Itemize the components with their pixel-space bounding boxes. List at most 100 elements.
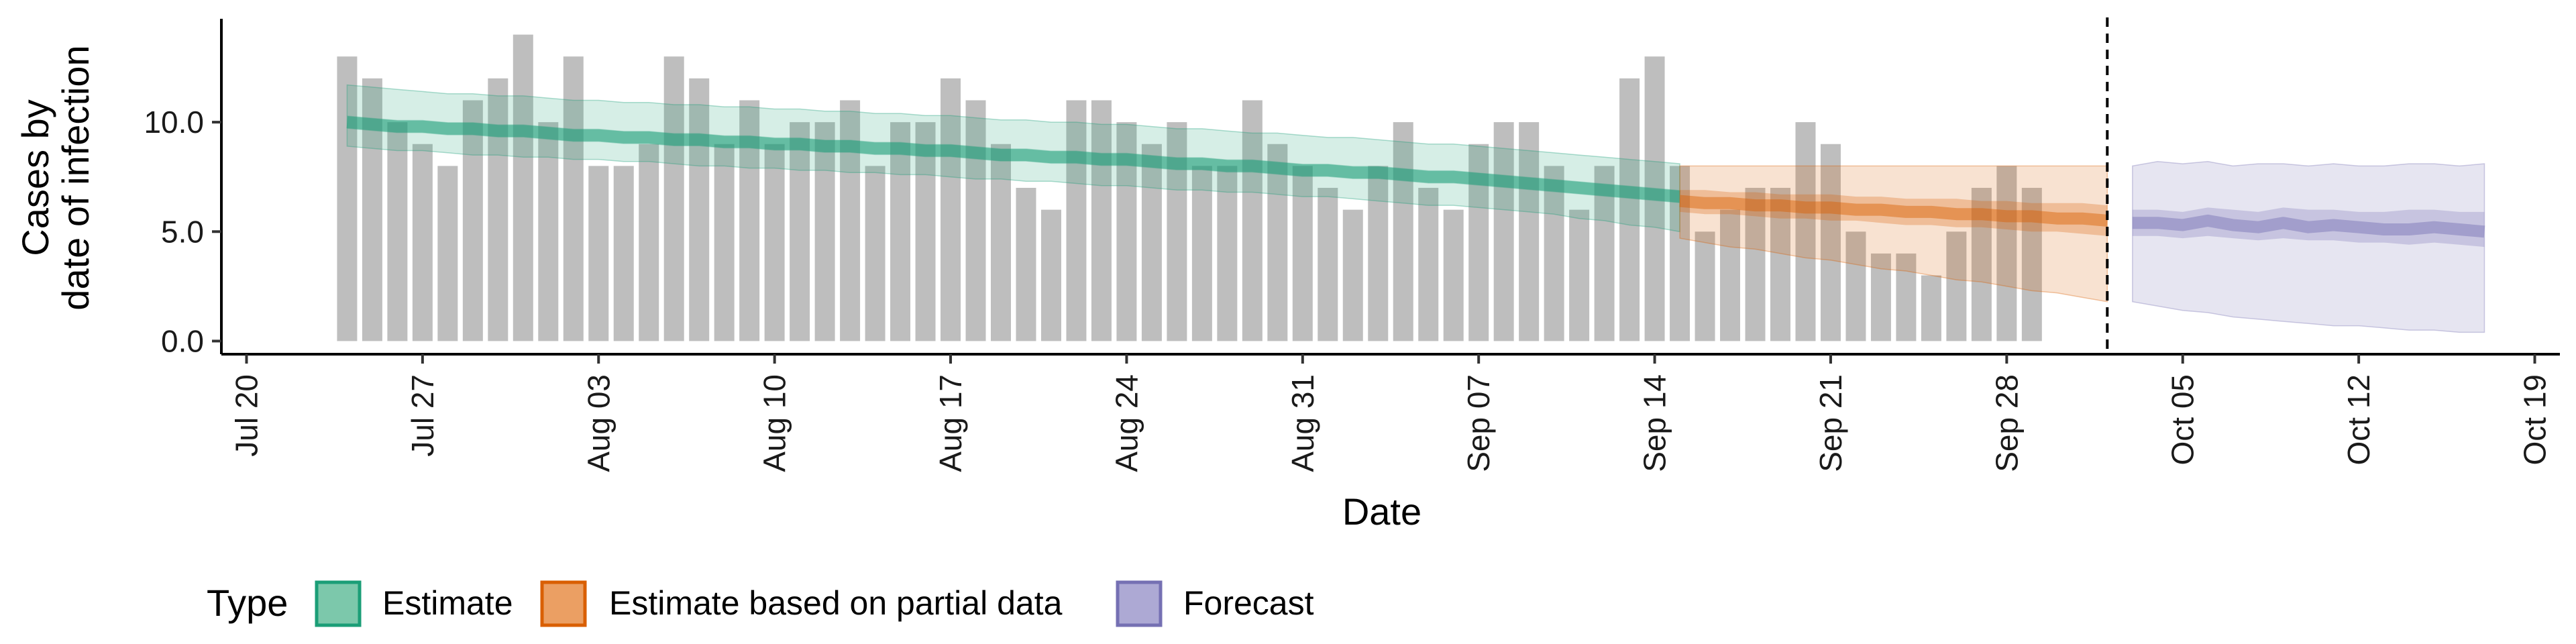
case-bar	[639, 144, 659, 341]
case-bar	[1745, 188, 1766, 341]
case-bar	[739, 100, 760, 341]
case-bar	[387, 122, 408, 341]
case-bar	[538, 122, 559, 341]
case-bar	[337, 56, 358, 341]
case-bar	[1468, 144, 1489, 341]
case-bar	[1845, 231, 1866, 341]
case-bar	[1644, 56, 1665, 341]
case-bar	[965, 100, 986, 341]
case-bar	[1594, 166, 1615, 341]
x-tick-label: Sep 14	[1638, 374, 1672, 472]
case-bar	[1870, 253, 1891, 341]
x-tick-label: Aug 10	[757, 374, 792, 472]
x-axis-ticks: Jul 20 Jul 27 Aug 03 Aug 10 Aug 17 Aug 24 Aug …	[229, 354, 2553, 472]
ribbon-forecast-90	[2132, 161, 2485, 333]
legend: Type Estimate Estimate based on partial …	[207, 580, 1314, 627]
case-bar	[362, 78, 382, 341]
case-bar	[790, 122, 810, 341]
case-bar	[1368, 166, 1389, 341]
case-bar	[1342, 209, 1363, 341]
ribbon-partial-90	[1679, 165, 2108, 303]
legend-key-partial	[540, 580, 587, 627]
x-tick-label: Aug 03	[581, 374, 616, 472]
case-bar	[1695, 231, 1715, 341]
case-bar	[814, 122, 835, 341]
case-bar	[1619, 78, 1640, 341]
x-tick-label: Jul 20	[229, 374, 264, 457]
case-bar	[1016, 188, 1036, 341]
case-bar	[1242, 100, 1263, 341]
x-tick-label: Jul 27	[405, 374, 440, 457]
case-bar	[613, 166, 634, 341]
case-bar	[1191, 166, 1212, 341]
case-bar	[689, 78, 710, 341]
ribbon-estimate-median	[346, 116, 1680, 203]
case-bar	[663, 56, 684, 341]
ribbon-forecast-median	[2132, 214, 2485, 238]
case-bar	[1720, 209, 1741, 341]
case-bar	[488, 78, 508, 341]
case-bar	[840, 100, 861, 341]
ribbon-estimate-90	[346, 84, 1680, 233]
y-axis-title-line-2: date of infection	[54, 45, 97, 310]
case-bar	[1217, 166, 1238, 341]
case-bar	[1493, 122, 1514, 341]
ribbon-estimate-50	[347, 115, 1680, 203]
legend-label-estimate: Estimate	[382, 584, 513, 622]
x-tick-label: Sep 28	[1989, 374, 2024, 472]
case-bar	[915, 122, 936, 341]
y-axis-title-line-1: Cases by	[14, 99, 56, 256]
y-tick-label: 5.0	[161, 214, 204, 249]
case-bar	[1946, 231, 1967, 341]
case-bar	[412, 144, 433, 341]
case-bar	[1141, 144, 1162, 341]
case-bar	[1569, 209, 1590, 341]
x-tick-label: Sep 07	[1461, 374, 1496, 472]
case-bar	[2021, 188, 2042, 341]
case-bar	[1267, 144, 1288, 341]
estimate-ribbons	[346, 84, 2485, 333]
axes	[220, 19, 2560, 356]
case-bar	[1519, 122, 1540, 341]
case-bar	[563, 56, 584, 341]
case-bar	[437, 166, 458, 341]
x-tick-label: Oct 19	[2518, 374, 2553, 466]
case-bar	[764, 144, 785, 341]
legend-key-estimate	[315, 580, 362, 627]
legend-key-forecast	[1116, 580, 1163, 627]
case-bar	[1292, 166, 1313, 341]
x-tick-label: Sep 21	[1813, 374, 1848, 472]
case-bar	[1116, 122, 1137, 341]
legend-label-forecast: Forecast	[1183, 584, 1314, 622]
case-bar	[1066, 100, 1087, 341]
case-bar	[890, 122, 911, 341]
case-bar	[1544, 166, 1564, 341]
case-bar	[1996, 166, 2017, 341]
ribbon-forecast-50	[2132, 207, 2485, 248]
y-tick-label: 10.0	[144, 105, 204, 140]
case-bar	[1040, 209, 1061, 341]
case-bar	[1820, 144, 1841, 341]
case-bar	[1770, 188, 1790, 341]
y-axis-ticks: 0.0 5.0 10.0	[144, 105, 221, 358]
case-bar	[991, 144, 1011, 341]
legend-title: Type	[207, 582, 288, 624]
x-axis-title: Date	[1342, 490, 1421, 533]
x-tick-label: Oct 05	[2165, 374, 2200, 466]
x-tick-label: Oct 12	[2341, 374, 2376, 466]
y-tick-label: 0.0	[161, 323, 204, 358]
case-bar	[1393, 122, 1413, 341]
case-bar	[865, 166, 885, 341]
observed-cases-bars	[337, 34, 2042, 341]
case-bar	[1418, 188, 1439, 341]
case-bar	[1318, 188, 1338, 341]
case-bar	[1670, 166, 1690, 341]
case-bar	[1896, 253, 1917, 341]
legend-label-partial: Estimate based on partial data	[609, 584, 1063, 622]
ribbon-partial-median	[1679, 195, 2108, 227]
case-bar	[588, 166, 609, 341]
x-tick-label: Aug 31	[1285, 374, 1320, 472]
case-bar	[1921, 275, 1941, 341]
case-bar	[1971, 188, 1992, 341]
